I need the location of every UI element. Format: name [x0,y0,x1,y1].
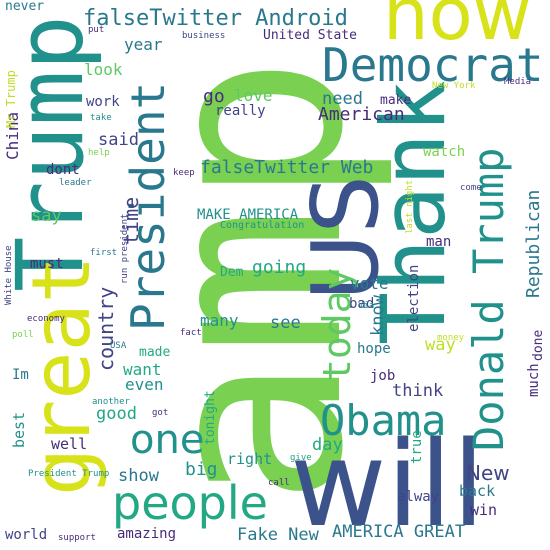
word-take: take [90,113,112,123]
word-people: people [112,476,268,530]
word-best: best [10,411,28,448]
word-made: made [139,345,171,360]
word-year: year [124,35,163,54]
word-never: never [5,0,45,14]
word-republican: Republican [523,189,544,298]
word-falsetwitter-android: falseTwitter Android [83,6,348,31]
word-call: call [268,478,290,488]
word-vote: vote [350,274,389,293]
word-fake-new: Fake New [237,525,319,545]
word-one: one [130,417,205,463]
word-need: need [322,89,363,109]
word-want: want [123,360,162,379]
word-leader: leader [59,178,92,188]
word-think: think [392,381,444,401]
word-keep: keep [173,168,195,178]
word-poll: poll [12,330,34,340]
word-make: make [380,93,412,108]
word-white-house: White House [4,245,14,305]
word-well: well [51,435,88,453]
word-via: Via [358,301,375,311]
word-america-great: AMERICA GREAT [332,522,466,542]
word-got: got [152,408,169,418]
word-love: love [234,86,273,105]
word-way: way [425,335,456,355]
word-done: done [531,329,546,361]
word-hope: hope [357,341,391,357]
word-media: Media [504,77,532,87]
word-dont: dont [46,162,80,178]
word-usa: USA [110,341,127,351]
word-work: work [86,94,120,110]
word-job: job [370,368,396,384]
word-day: day [312,435,343,455]
word-good: good [96,404,137,424]
word-many: many [200,311,239,330]
word-united-state: United State [263,28,357,43]
word-big: big [185,459,218,480]
word-win: win [470,501,498,519]
word-help: help [88,148,110,158]
word-watch: watch [423,144,466,160]
word-obama: Obama [320,396,447,445]
word-said: said [98,130,139,150]
word-fact: fact [180,328,202,338]
word-election: election [406,264,422,332]
word-much: much [526,363,542,397]
word-support: support [58,533,96,543]
word-american: American [318,104,405,125]
word-will: will [290,415,485,550]
word-congratulation: Congratulation [220,220,305,231]
word-last-night: last night [405,179,415,234]
word-man: man [426,234,452,250]
word-even: even [125,375,164,394]
word-world: world [5,527,48,543]
word-another: another [92,397,130,407]
word-must: must [30,256,64,272]
word-president-trump: President Trump [28,469,110,479]
word-im: Im [12,367,29,383]
word-make-america: MAKE AMERICA [197,207,299,223]
word-great: great [15,255,108,496]
word-give: give [290,453,312,463]
word-first: first [90,248,118,258]
word-look: look [84,60,123,79]
word-really: really [215,103,266,119]
word-now: now [383,0,532,56]
word-put: put [88,25,105,35]
word-alway: alway [397,489,440,505]
word-economy: economy [27,314,65,324]
word-donald-trump: Donald Trump [464,147,513,451]
word-say: say [31,206,62,226]
word-amazing: amazing [117,526,177,542]
word-new: New [466,461,510,485]
word-see: see [270,313,301,333]
word-money: money [437,333,465,343]
word-mr-trump: Mr Trump [4,70,18,128]
word-run-president: run president [120,213,130,284]
word-bad: bad [349,296,375,312]
word-go: go [203,86,225,107]
word-country: country [94,286,118,371]
word-come: come [460,183,482,193]
word-back: back [459,482,496,500]
word-going: going [252,257,307,278]
word-true: true [409,430,425,464]
word-tonight: tonight [203,390,218,445]
word-new-york: New York [432,81,476,91]
word-dem: Dem [220,265,244,280]
word-falsetwitter-web: falseTwitter Web [200,157,374,178]
word-right: right [227,450,273,468]
word-business: business [182,31,226,41]
word-show: show [118,466,159,486]
word-democrat: Democrat [322,38,544,92]
